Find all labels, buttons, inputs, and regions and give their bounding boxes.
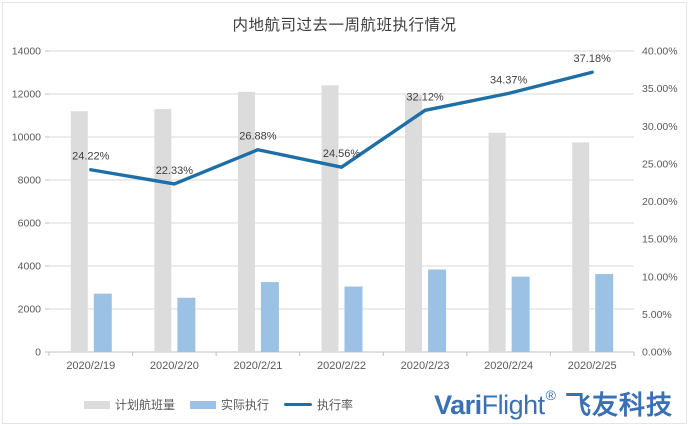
execution-rate-data-label: 24.56% (323, 148, 361, 160)
left-axis-tick-label: 10000 (12, 132, 41, 144)
x-axis-category-label: 2020/2/25 (568, 360, 617, 372)
right-axis-tick-label: 30.00% (642, 121, 678, 133)
x-axis-category-label: 2020/2/23 (401, 360, 450, 372)
left-axis-tick-label: 6000 (18, 218, 42, 230)
execution-rate-data-label: 26.88% (239, 131, 277, 143)
bar-planned-flights (488, 132, 506, 352)
right-axis-tick-label: 15.00% (642, 234, 678, 246)
legend-label-planned: 计划航班量 (115, 398, 176, 412)
left-axis-tick-label: 14000 (12, 46, 41, 58)
bar-planned-flights (572, 142, 590, 352)
left-axis-tick-label: 8000 (18, 175, 42, 187)
left-axis-tick-label: 4000 (18, 261, 42, 273)
x-axis-category-label: 2020/2/20 (150, 360, 199, 372)
execution-rate-data-label: 37.18% (574, 53, 612, 65)
logo-brand-chinese: 飞友科技 (564, 390, 673, 420)
right-axis-tick-label: 25.00% (642, 158, 678, 170)
left-axis-tick-label: 0 (35, 347, 41, 359)
right-axis-tick-label: 0.00% (642, 347, 672, 359)
left-axis-tick-label: 12000 (12, 89, 41, 101)
legend-label-rate: 执行率 (317, 398, 354, 412)
right-axis-tick-label: 10.00% (642, 271, 678, 283)
variflight-logo: Vari Flight ® 飞友科技 (434, 385, 673, 422)
legend-swatch-actual (190, 400, 217, 409)
x-axis-category-label: 2020/2/22 (317, 360, 366, 372)
chart-title: 内地航司过去一周航班执行情况 (232, 17, 457, 34)
legend-item-actual: 实际执行 (190, 396, 269, 413)
logo-brand-light: Flight (481, 390, 546, 420)
right-axis-tick-label: 35.00% (642, 83, 678, 95)
registered-trademark-icon: ® (545, 387, 556, 403)
legend-swatch-planned (84, 400, 110, 409)
bar-actual-flights (595, 274, 614, 352)
execution-rate-line (89, 70, 594, 186)
legend-label-actual: 实际执行 (221, 398, 270, 412)
bar-actual-flights (344, 286, 363, 352)
x-axis-category-label: 2020/2/21 (233, 360, 282, 372)
bar-actual-flights (93, 293, 112, 352)
legend-item-rate: 执行率 (284, 396, 353, 413)
x-axis-category-label: 2020/2/19 (66, 360, 115, 372)
logo-brand-bold: Vari (434, 390, 482, 420)
x-axis-category-label: 2020/2/24 (484, 360, 533, 372)
bar-planned-flights (70, 111, 88, 352)
bar-actual-flights (428, 269, 447, 352)
bar-actual-flights (177, 297, 196, 352)
right-axis-tick-label: 20.00% (642, 196, 678, 208)
execution-rate-data-label: 34.37% (490, 74, 528, 86)
legend-swatch-rate (284, 402, 313, 407)
legend-item-planned: 计划航班量 (84, 396, 175, 413)
right-axis-tick-label: 40.00% (642, 46, 678, 58)
bar-planned-flights (321, 85, 339, 353)
bar-actual-flights (260, 282, 279, 352)
execution-rate-data-label: 22.33% (156, 165, 194, 177)
execution-rate-data-label: 24.22% (72, 151, 110, 163)
execution-rate-data-label: 32.12% (406, 91, 444, 103)
bar-planned-flights (154, 109, 172, 352)
bar-actual-flights (511, 276, 530, 352)
chart-legend: 计划航班量 实际执行 执行率 (84, 396, 353, 413)
right-axis-tick-label: 5.00% (642, 309, 672, 321)
bar-planned-flights (405, 95, 423, 352)
left-axis-tick-label: 2000 (18, 304, 42, 316)
